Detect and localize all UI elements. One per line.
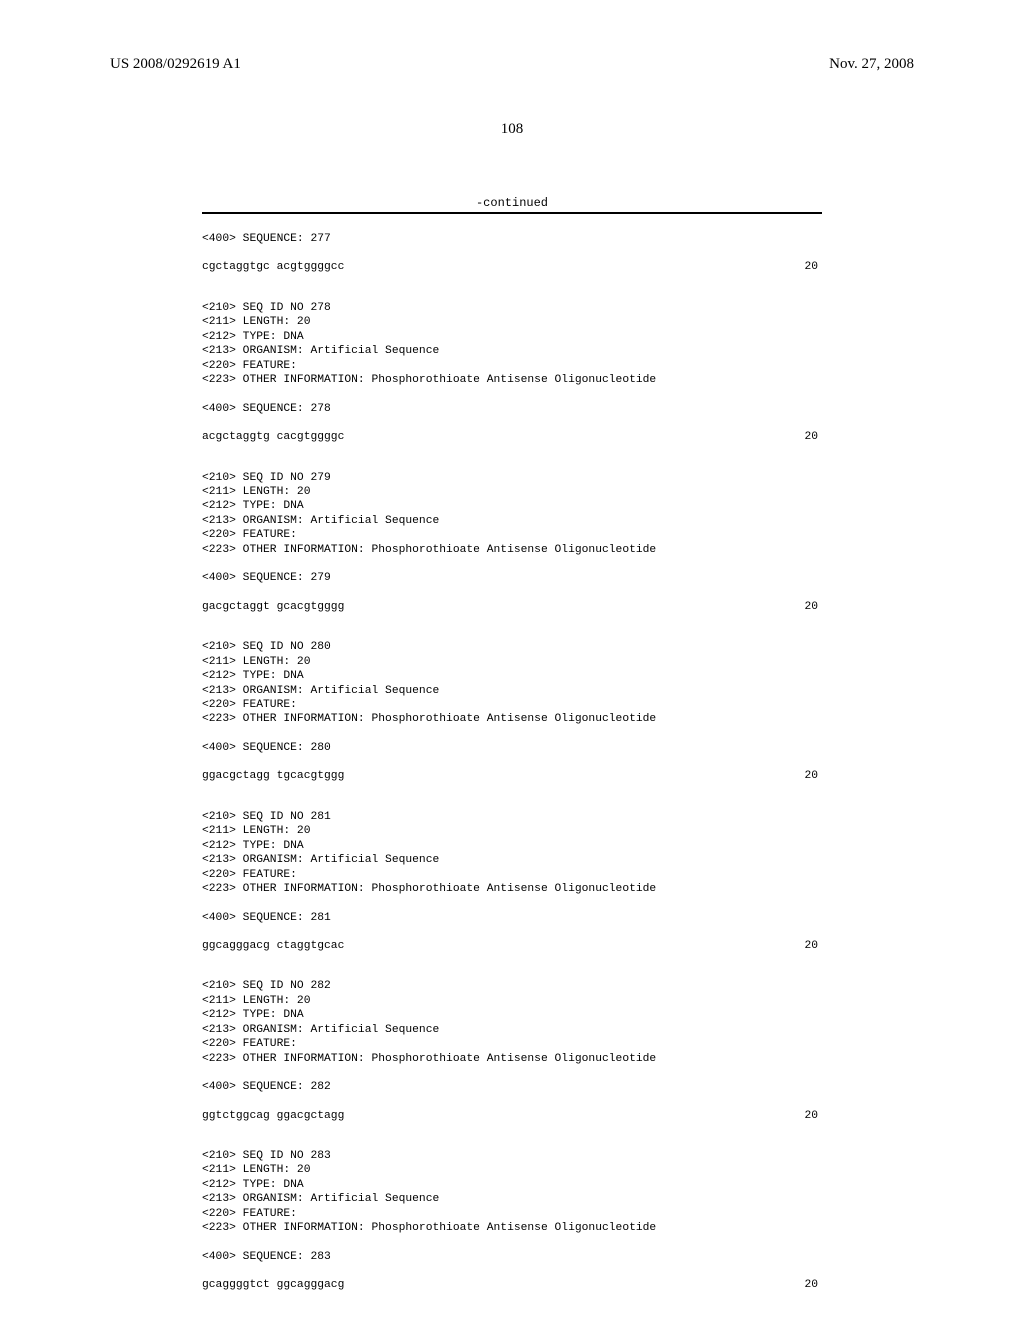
publication-number: US 2008/0292619 A1 xyxy=(110,56,241,73)
patent-page: US 2008/0292619 A1 Nov. 27, 2008 108 -co… xyxy=(0,0,1024,1320)
spacer xyxy=(202,1095,822,1109)
spacer xyxy=(202,1264,822,1278)
sequence-length: 20 xyxy=(804,1109,822,1123)
listing-line: <223> OTHER INFORMATION: Phosphorothioat… xyxy=(202,882,822,896)
spacer xyxy=(202,445,822,471)
listing-line: <220> FEATURE: xyxy=(202,528,822,542)
listing-line: <400> SEQUENCE: 279 xyxy=(202,571,822,585)
listing-line: <220> FEATURE: xyxy=(202,359,822,373)
listing-line: <211> LENGTH: 20 xyxy=(202,824,822,838)
spacer xyxy=(202,1123,822,1149)
page-header: US 2008/0292619 A1 Nov. 27, 2008 xyxy=(110,56,914,73)
listing-line: <213> ORGANISM: Artificial Sequence xyxy=(202,684,822,698)
publication-date: Nov. 27, 2008 xyxy=(829,56,914,73)
continued-label: -continued xyxy=(202,196,822,210)
listing-line: <400> SEQUENCE: 282 xyxy=(202,1080,822,1094)
listing-line: <220> FEATURE: xyxy=(202,1207,822,1221)
spacer xyxy=(202,1066,822,1080)
listing-line: <211> LENGTH: 20 xyxy=(202,994,822,1008)
spacer xyxy=(202,557,822,571)
listing-line: <212> TYPE: DNA xyxy=(202,499,822,513)
spacer xyxy=(202,614,822,640)
spacer xyxy=(202,953,822,979)
spacer xyxy=(202,897,822,911)
spacer xyxy=(202,925,822,939)
listing-line: <210> SEQ ID NO 283 xyxy=(202,1149,822,1163)
continued-block: -continued xyxy=(202,196,822,214)
listing-line: <212> TYPE: DNA xyxy=(202,669,822,683)
listing-line: <223> OTHER INFORMATION: Phosphorothioat… xyxy=(202,712,822,726)
spacer xyxy=(202,1236,822,1250)
sequence-row: cgctaggtgc acgtggggcc 20 xyxy=(202,260,822,274)
listing-line: <400> SEQUENCE: 283 xyxy=(202,1250,822,1264)
sequence-text: acgctaggtg cacgtggggc xyxy=(202,430,344,444)
listing-line: <220> FEATURE: xyxy=(202,698,822,712)
sequence-row: ggcagggacg ctaggtgcac 20 xyxy=(202,939,822,953)
sequence-row: gcaggggtct ggcagggacg 20 xyxy=(202,1278,822,1292)
listing-line: <212> TYPE: DNA xyxy=(202,1178,822,1192)
listing-line: <213> ORGANISM: Artificial Sequence xyxy=(202,344,822,358)
sequence-length: 20 xyxy=(804,769,822,783)
listing-line: <211> LENGTH: 20 xyxy=(202,485,822,499)
sequence-row: gacgctaggt gcacgtgggg 20 xyxy=(202,600,822,614)
listing-line: <213> ORGANISM: Artificial Sequence xyxy=(202,1192,822,1206)
sequence-length: 20 xyxy=(804,939,822,953)
spacer xyxy=(202,275,822,301)
sequence-length: 20 xyxy=(804,260,822,274)
listing-line: <223> OTHER INFORMATION: Phosphorothioat… xyxy=(202,543,822,557)
listing-line: <223> OTHER INFORMATION: Phosphorothioat… xyxy=(202,1052,822,1066)
continued-rule xyxy=(202,212,822,214)
spacer xyxy=(202,755,822,769)
listing-line: <212> TYPE: DNA xyxy=(202,1008,822,1022)
listing-line: <400> SEQUENCE: 280 xyxy=(202,741,822,755)
sequence-listing: <400> SEQUENCE: 277 cgctaggtgc acgtggggcc… xyxy=(202,232,822,1293)
listing-line: <211> LENGTH: 20 xyxy=(202,315,822,329)
listing-line: <211> LENGTH: 20 xyxy=(202,1163,822,1177)
listing-line: <210> SEQ ID NO 279 xyxy=(202,471,822,485)
sequence-length: 20 xyxy=(804,600,822,614)
listing-line: <400> SEQUENCE: 278 xyxy=(202,402,822,416)
listing-line: <220> FEATURE: xyxy=(202,1037,822,1051)
listing-line: <212> TYPE: DNA xyxy=(202,330,822,344)
listing-line: <223> OTHER INFORMATION: Phosphorothioat… xyxy=(202,1221,822,1235)
listing-line: <400> SEQUENCE: 277 xyxy=(202,232,822,246)
spacer xyxy=(202,586,822,600)
listing-line: <220> FEATURE: xyxy=(202,868,822,882)
listing-line: <213> ORGANISM: Artificial Sequence xyxy=(202,514,822,528)
spacer xyxy=(202,727,822,741)
listing-line: <211> LENGTH: 20 xyxy=(202,655,822,669)
listing-line: <213> ORGANISM: Artificial Sequence xyxy=(202,853,822,867)
sequence-text: ggtctggcag ggacgctagg xyxy=(202,1109,344,1123)
sequence-text: gcaggggtct ggcagggacg xyxy=(202,1278,344,1292)
sequence-text: gacgctaggt gcacgtgggg xyxy=(202,600,344,614)
sequence-text: ggacgctagg tgcacgtggg xyxy=(202,769,344,783)
sequence-length: 20 xyxy=(804,1278,822,1292)
listing-line: <210> SEQ ID NO 278 xyxy=(202,301,822,315)
sequence-row: ggacgctagg tgcacgtggg 20 xyxy=(202,769,822,783)
spacer xyxy=(202,246,822,260)
spacer xyxy=(202,416,822,430)
listing-line: <400> SEQUENCE: 281 xyxy=(202,911,822,925)
sequence-text: cgctaggtgc acgtggggcc xyxy=(202,260,344,274)
sequence-row: acgctaggtg cacgtggggc 20 xyxy=(202,430,822,444)
listing-line: <223> OTHER INFORMATION: Phosphorothioat… xyxy=(202,373,822,387)
listing-line: <212> TYPE: DNA xyxy=(202,839,822,853)
spacer xyxy=(202,388,822,402)
listing-line: <210> SEQ ID NO 282 xyxy=(202,979,822,993)
sequence-text: ggcagggacg ctaggtgcac xyxy=(202,939,344,953)
sequence-row: ggtctggcag ggacgctagg 20 xyxy=(202,1109,822,1123)
listing-line: <213> ORGANISM: Artificial Sequence xyxy=(202,1023,822,1037)
spacer xyxy=(202,784,822,810)
page-number: 108 xyxy=(110,121,914,138)
listing-line: <210> SEQ ID NO 281 xyxy=(202,810,822,824)
listing-line: <210> SEQ ID NO 280 xyxy=(202,640,822,654)
sequence-length: 20 xyxy=(804,430,822,444)
